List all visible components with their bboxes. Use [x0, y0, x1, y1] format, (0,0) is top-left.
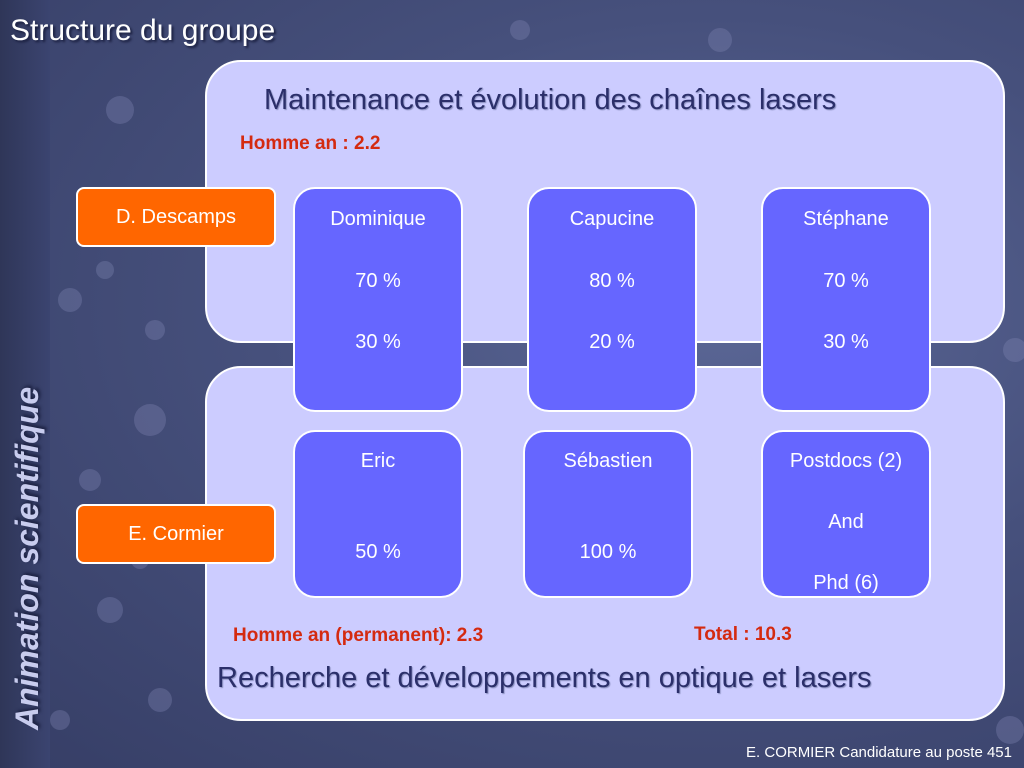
person-card-stephane: Stéphane 70 % 30 %	[761, 187, 931, 412]
person-share: 50 %	[355, 541, 401, 563]
person-card-capucine: Capucine 80 % 20 %	[527, 187, 697, 412]
total-man-year-note: Total : 10.3	[694, 624, 792, 645]
person-name: Dominique	[330, 208, 426, 230]
person-phd-count: Phd (6)	[813, 572, 879, 594]
maintenance-man-year-note: Homme an : 2.2	[240, 133, 381, 154]
person-share-2: 30 %	[823, 331, 869, 353]
person-share-1: 70 %	[823, 270, 869, 292]
person-name: Eric	[360, 450, 396, 472]
person-share: 100 %	[579, 541, 637, 563]
slide-footer: E. CORMIER Candidature au poste 451	[746, 744, 1012, 761]
person-share-2: 30 %	[355, 331, 401, 353]
person-share-2: 20 %	[589, 331, 635, 353]
person-card-postdocs-phd: Postdocs (2) And Phd (6)	[761, 430, 931, 598]
person-card-dominique: Dominique 70 % 30 %	[293, 187, 463, 412]
person-name: Stéphane	[803, 208, 889, 230]
person-name: Postdocs (2)	[789, 450, 903, 472]
person-card-sebastien: Sébastien 100 %	[523, 430, 693, 598]
person-name: Capucine	[569, 208, 655, 230]
research-heading: Recherche et développements en optique e…	[217, 662, 872, 694]
person-share-1: 70 %	[355, 270, 401, 292]
person-conjunction: And	[828, 511, 864, 533]
left-sidebar-strip	[0, 0, 50, 768]
vertical-section-title: Animation scientifique	[9, 386, 45, 730]
leader-box-descamps: D. Descamps	[76, 187, 276, 247]
person-share-1: 80 %	[589, 270, 635, 292]
person-card-eric: Eric 50 %	[293, 430, 463, 598]
slide-title: Structure du groupe	[10, 14, 276, 47]
leader-box-cormier: E. Cormier	[76, 504, 276, 564]
maintenance-heading: Maintenance et évolution des chaînes las…	[264, 84, 837, 116]
permanent-man-year-note: Homme an (permanent): 2.3	[233, 625, 484, 646]
person-name: Sébastien	[563, 450, 653, 472]
